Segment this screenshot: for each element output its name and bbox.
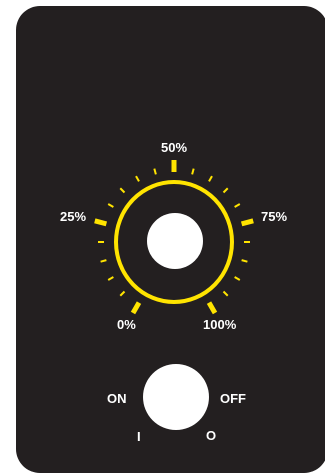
switch-on-symbol: I — [137, 429, 141, 444]
dial-minor-tick — [208, 175, 213, 182]
dial-major-tick — [130, 301, 142, 315]
power-switch-knob[interactable] — [143, 364, 209, 430]
switch-off-label: OFF — [220, 391, 246, 406]
dial-minor-tick — [222, 187, 229, 194]
dial-major-tick — [206, 301, 218, 315]
dial-minor-tick — [119, 290, 126, 297]
dial-major-tick — [94, 218, 108, 227]
dial-minor-tick — [153, 168, 157, 175]
dial-label-25: 25% — [60, 209, 87, 224]
dial-minor-tick — [107, 203, 114, 208]
dial-ring — [114, 180, 234, 304]
switch-off-symbol: O — [206, 428, 217, 443]
dial-minor-tick — [135, 175, 140, 182]
dial-minor-tick — [119, 187, 126, 194]
dial-label-50: 50% — [161, 140, 188, 155]
dial-minor-tick — [107, 276, 114, 281]
dial-major-tick — [240, 218, 254, 227]
dial-label-100: 100% — [203, 317, 237, 332]
dial-minor-tick — [234, 203, 241, 208]
dial-label-0: 0% — [117, 317, 136, 332]
dial-label-75: 75% — [261, 209, 288, 224]
dial-minor-tick — [241, 259, 248, 263]
dial-ticks — [94, 160, 254, 315]
dial-minor-tick — [100, 259, 107, 263]
dial-knob[interactable] — [147, 213, 203, 269]
dial-minor-tick — [234, 276, 241, 281]
dial-minor-tick — [191, 168, 195, 175]
dial-minor-tick — [222, 290, 229, 297]
switch-on-label: ON — [107, 391, 127, 406]
